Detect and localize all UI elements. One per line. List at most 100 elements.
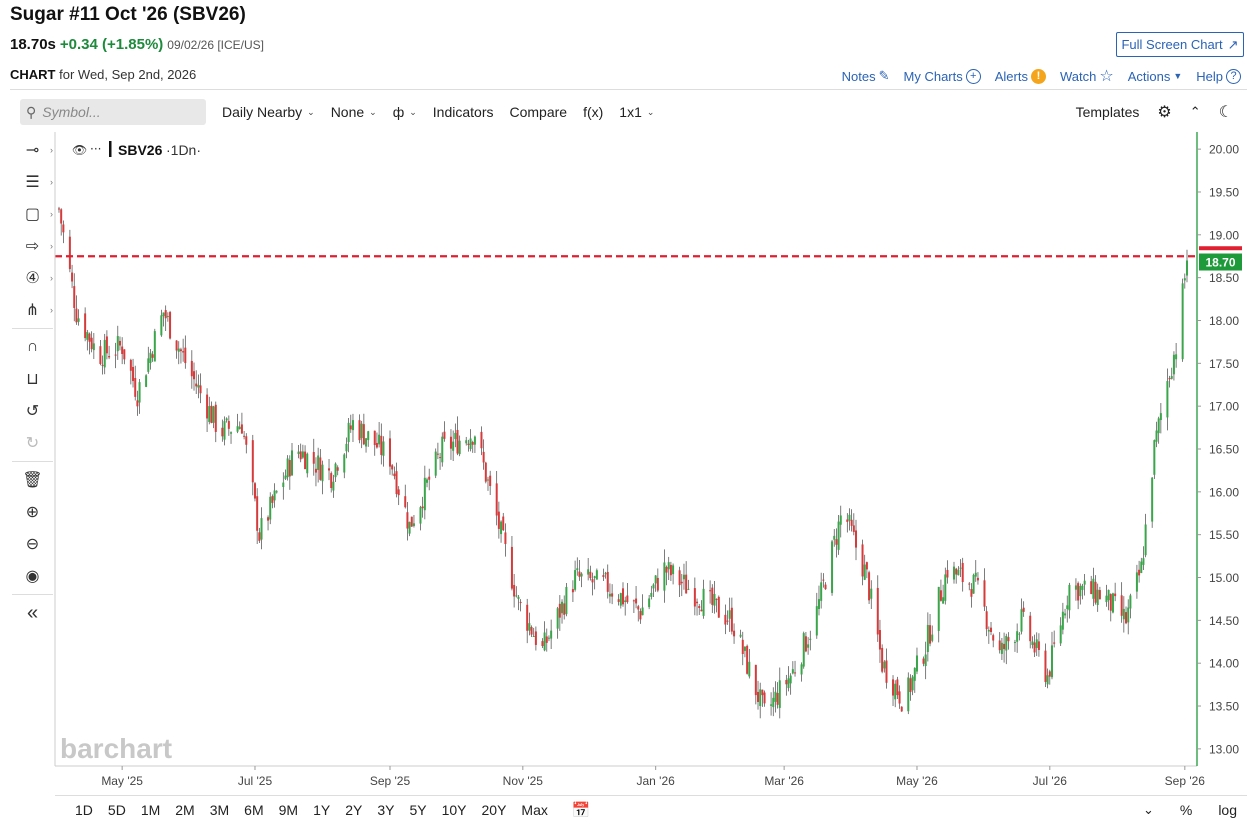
candle-body xyxy=(743,646,746,651)
alerts-link[interactable]: Alerts! xyxy=(995,68,1046,84)
collapse-sidebar-tool[interactable]: « xyxy=(10,597,55,629)
chevron-down-icon: ⌄ xyxy=(369,106,377,117)
candle-body xyxy=(545,636,548,643)
candle-body xyxy=(123,349,126,360)
candle-body xyxy=(195,383,198,387)
collapse-up-icon[interactable]: ⌃ xyxy=(1189,104,1201,119)
candle-body xyxy=(757,691,760,702)
templates-button[interactable]: Templates xyxy=(1075,104,1140,120)
fib-tool[interactable]: ☰ › xyxy=(10,166,55,198)
candle-body xyxy=(223,421,226,440)
range-button-20y[interactable]: 20Y xyxy=(481,801,507,818)
candle-body xyxy=(606,571,609,592)
chart-legend: 👁 ··· SBV26 ·1Dn· xyxy=(72,141,201,158)
actions-menu[interactable]: Actions ▼ xyxy=(1128,69,1183,84)
function-button[interactable]: f(x) xyxy=(583,104,603,120)
scale-options: ⌄ % log xyxy=(1143,796,1247,824)
watch-link[interactable]: Watch ☆ xyxy=(1060,66,1114,86)
log-scale-toggle[interactable]: log xyxy=(1218,802,1237,818)
range-button-max[interactable]: Max xyxy=(521,801,548,818)
measure-tool[interactable]: ⋔ › xyxy=(10,294,55,326)
dark-mode-moon-icon[interactable]: ☾ xyxy=(1218,104,1233,121)
function-label: f(x) xyxy=(583,104,604,120)
collapse-down-icon[interactable]: ⌄ xyxy=(1142,802,1154,817)
range-button-3y[interactable]: 3Y xyxy=(377,801,395,818)
my-charts-link[interactable]: My Charts + xyxy=(903,68,981,84)
candle-body xyxy=(336,467,339,471)
range-button-5y[interactable]: 5Y xyxy=(409,801,427,818)
candle-body xyxy=(637,606,640,610)
candle-body xyxy=(678,570,681,586)
candle-body xyxy=(635,598,638,604)
chevron-right-icon: › xyxy=(50,273,53,283)
range-button-3m[interactable]: 3M xyxy=(209,801,230,818)
range-button-9m[interactable]: 9M xyxy=(278,801,299,818)
candlestick-icon: ф xyxy=(392,104,405,120)
range-button-2y[interactable]: 2Y xyxy=(345,801,363,818)
chart-type-dropdown[interactable]: ф ⌄ xyxy=(393,104,417,120)
magnet-tool[interactable]: ∩ xyxy=(10,331,55,363)
candle-body xyxy=(550,630,553,639)
candle-body xyxy=(576,568,579,571)
candle-body xyxy=(160,315,163,336)
range-button-6m[interactable]: 6M xyxy=(244,801,264,818)
zoom-out-tool[interactable]: ⊖ xyxy=(10,528,55,560)
candle-body xyxy=(791,669,794,674)
interval-dropdown[interactable]: Daily Nearby ⌄ xyxy=(222,104,315,120)
candle-body xyxy=(1127,607,1130,623)
range-button-1d[interactable]: 1D xyxy=(75,801,93,818)
reference-line-tag xyxy=(1199,246,1242,251)
range-button-10y[interactable]: 10Y xyxy=(441,801,467,818)
more-dots-icon[interactable]: ··· xyxy=(90,142,101,156)
indicators-button[interactable]: Indicators xyxy=(433,104,494,120)
help-link[interactable]: Help? xyxy=(1196,68,1241,84)
shape-tool[interactable]: ▢ › xyxy=(10,198,55,230)
gear-icon[interactable]: ⚙ xyxy=(1157,104,1172,121)
candle-body xyxy=(412,523,415,526)
candle-body xyxy=(1186,260,1188,276)
marker-tool[interactable]: ④ › xyxy=(10,262,55,294)
range-button-2m[interactable]: 2M xyxy=(175,801,195,818)
candle-body xyxy=(1129,595,1132,609)
percent-scale-toggle[interactable]: % xyxy=(1179,802,1193,818)
candle-body xyxy=(990,627,993,632)
candle-body xyxy=(410,516,413,527)
candle-body xyxy=(253,483,256,499)
candle-body xyxy=(852,525,855,532)
candle-body xyxy=(306,453,309,474)
candle-body xyxy=(748,661,751,677)
line-tool[interactable]: ⊸ › xyxy=(10,134,55,166)
none-dropdown[interactable]: None ⌄ xyxy=(331,104,377,120)
candle-body xyxy=(454,432,457,440)
candle-body xyxy=(626,595,629,603)
candle-body xyxy=(759,689,762,707)
undo-tool[interactable]: ↺ xyxy=(10,395,55,427)
candle-body xyxy=(334,463,337,478)
compare-button[interactable]: Compare xyxy=(509,104,567,120)
candle-body xyxy=(179,349,182,352)
candle-body xyxy=(251,440,254,483)
arrow-tool[interactable]: ⇨ › xyxy=(10,230,55,262)
zoom-in-tool[interactable]: ⊕ xyxy=(10,496,55,528)
delete-tool[interactable]: 🗑 xyxy=(10,464,55,496)
candle-body xyxy=(134,378,137,397)
notes-link[interactable]: Notes ✎ xyxy=(842,68,890,84)
eye-icon[interactable]: 👁 xyxy=(72,143,87,157)
candle-body xyxy=(883,661,886,669)
range-button-5d[interactable]: 5D xyxy=(107,801,126,818)
range-button-1y[interactable]: 1Y xyxy=(313,801,331,818)
eye-icon: ◉ xyxy=(25,568,40,585)
symbol-search-input[interactable]: ⚲ Symbol... xyxy=(20,99,206,125)
calendar-icon[interactable]: 📅 xyxy=(571,801,591,819)
last-price-tag xyxy=(1199,253,1242,271)
my-charts-label: My Charts xyxy=(903,68,963,84)
redo-tool[interactable]: ↻ xyxy=(10,427,55,459)
candle-body xyxy=(345,443,348,452)
lock-tool[interactable]: ⊔ xyxy=(10,363,55,395)
full-screen-chart-button[interactable]: Full Screen Chart ↗ xyxy=(1116,32,1244,57)
visibility-tool[interactable]: ◉ xyxy=(10,560,55,592)
candle-body xyxy=(730,607,733,632)
layout-dropdown[interactable]: 1x1 ⌄ xyxy=(619,104,654,120)
range-button-1m[interactable]: 1M xyxy=(140,801,161,818)
